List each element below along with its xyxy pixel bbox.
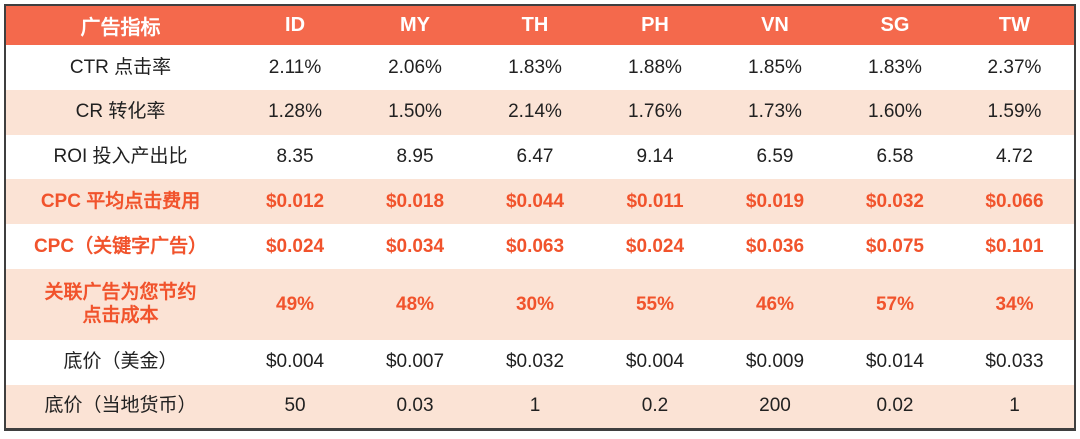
- data-cell: $0.033: [954, 339, 1075, 385]
- data-cell: 1.28%: [235, 89, 356, 135]
- row-label: ROI 投入产出比: [5, 134, 236, 180]
- country-header-tw: TW: [954, 5, 1075, 45]
- data-cell: $0.044: [475, 179, 595, 225]
- row-label: 底价（美金）: [5, 339, 236, 385]
- data-cell: 0.03: [355, 384, 476, 430]
- metric-column-header: 广告指标: [5, 5, 236, 45]
- data-cell: 50: [235, 384, 356, 430]
- data-cell: 1.73%: [714, 89, 835, 135]
- data-cell: $0.018: [355, 179, 476, 225]
- data-cell: $0.014: [834, 339, 955, 385]
- data-cell: 1.59%: [954, 89, 1075, 135]
- data-cell: 34%: [954, 268, 1075, 340]
- data-cell: 2.37%: [954, 45, 1075, 90]
- country-header-ph: PH: [595, 5, 715, 45]
- data-cell: 57%: [834, 268, 955, 340]
- data-cell: $0.012: [235, 179, 356, 225]
- data-cell: $0.024: [235, 224, 356, 269]
- data-cell: $0.004: [595, 339, 715, 385]
- row-label: CTR 点击率: [5, 45, 236, 90]
- row-label: 关联广告为您节约 点击成本: [5, 268, 236, 340]
- country-header-vn: VN: [714, 5, 835, 45]
- data-cell: $0.034: [355, 224, 476, 269]
- table-row: CPC（关键字广告） $0.024 $0.034 $0.063 $0.024 $0.036…: [5, 224, 1075, 269]
- table-row: ROI 投入产出比 8.35 8.95 6.47 9.14 6.59 6.58 4.72: [5, 134, 1075, 180]
- data-cell: 1.60%: [834, 89, 955, 135]
- data-cell: 2.06%: [355, 45, 476, 90]
- row-label: CPC（关键字广告）: [5, 224, 236, 269]
- data-cell: 1.85%: [714, 45, 835, 90]
- data-cell: $0.019: [714, 179, 835, 225]
- table-row: CR 转化率 1.28% 1.50% 2.14% 1.76% 1.73% 1.60% 1.59…: [5, 89, 1075, 135]
- table-row: 关联广告为您节约 点击成本 49% 48% 30% 55% 46% 57% 34%: [5, 268, 1075, 340]
- data-cell: 6.47: [475, 134, 595, 180]
- data-cell: $0.004: [235, 339, 356, 385]
- data-cell: 1.76%: [595, 89, 715, 135]
- data-cell: 0.02: [834, 384, 955, 430]
- country-header-th: TH: [475, 5, 595, 45]
- data-cell: 8.95: [355, 134, 476, 180]
- country-header-id: ID: [235, 5, 356, 45]
- data-cell: 55%: [595, 268, 715, 340]
- table-row: 底价（美金） $0.004 $0.007 $0.032 $0.004 $0.009 $0.0…: [5, 339, 1075, 385]
- data-cell: 1: [475, 384, 595, 430]
- data-cell: $0.007: [355, 339, 476, 385]
- data-cell: $0.101: [954, 224, 1075, 269]
- data-cell: 6.58: [834, 134, 955, 180]
- table-row: 底价（当地货币） 50 0.03 1 0.2 200 0.02 1: [5, 384, 1075, 430]
- data-cell: 0.2: [595, 384, 715, 430]
- data-cell: 6.59: [714, 134, 835, 180]
- data-cell: 9.14: [595, 134, 715, 180]
- country-header-sg: SG: [834, 5, 955, 45]
- row-label: 底价（当地货币）: [5, 384, 236, 430]
- data-cell: $0.009: [714, 339, 835, 385]
- row-label: CR 转化率: [5, 89, 236, 135]
- data-cell: $0.032: [834, 179, 955, 225]
- data-cell: $0.024: [595, 224, 715, 269]
- data-cell: 2.14%: [475, 89, 595, 135]
- table-row: CPC 平均点击费用 $0.012 $0.018 $0.044 $0.011 $0.019…: [5, 179, 1075, 225]
- data-cell: 46%: [714, 268, 835, 340]
- table-body: CTR 点击率 2.11% 2.06% 1.83% 1.88% 1.85% 1.83% 2.3…: [5, 45, 1075, 430]
- data-cell: 48%: [355, 268, 476, 340]
- data-cell: $0.063: [475, 224, 595, 269]
- data-cell: 1.50%: [355, 89, 476, 135]
- data-cell: $0.011: [595, 179, 715, 225]
- table-row: CTR 点击率 2.11% 2.06% 1.83% 1.88% 1.85% 1.83% 2.3…: [5, 45, 1075, 90]
- row-label: CPC 平均点击费用: [5, 179, 236, 225]
- data-cell: 200: [714, 384, 835, 430]
- data-cell: 1.83%: [834, 45, 955, 90]
- data-cell: 49%: [235, 268, 356, 340]
- data-cell: 1: [954, 384, 1075, 430]
- data-cell: $0.066: [954, 179, 1075, 225]
- data-cell: 1.88%: [595, 45, 715, 90]
- ad-metrics-table: 广告指标 ID MY TH PH VN SG TW CTR 点击率 2.11% 2.06% 1.8…: [4, 4, 1076, 431]
- data-cell: 8.35: [235, 134, 356, 180]
- data-cell: 4.72: [954, 134, 1075, 180]
- data-cell: $0.036: [714, 224, 835, 269]
- data-cell: $0.075: [834, 224, 955, 269]
- header-row: 广告指标 ID MY TH PH VN SG TW: [5, 5, 1075, 45]
- data-cell: 30%: [475, 268, 595, 340]
- data-cell: $0.032: [475, 339, 595, 385]
- data-cell: 2.11%: [235, 45, 356, 90]
- country-header-my: MY: [355, 5, 476, 45]
- data-cell: 1.83%: [475, 45, 595, 90]
